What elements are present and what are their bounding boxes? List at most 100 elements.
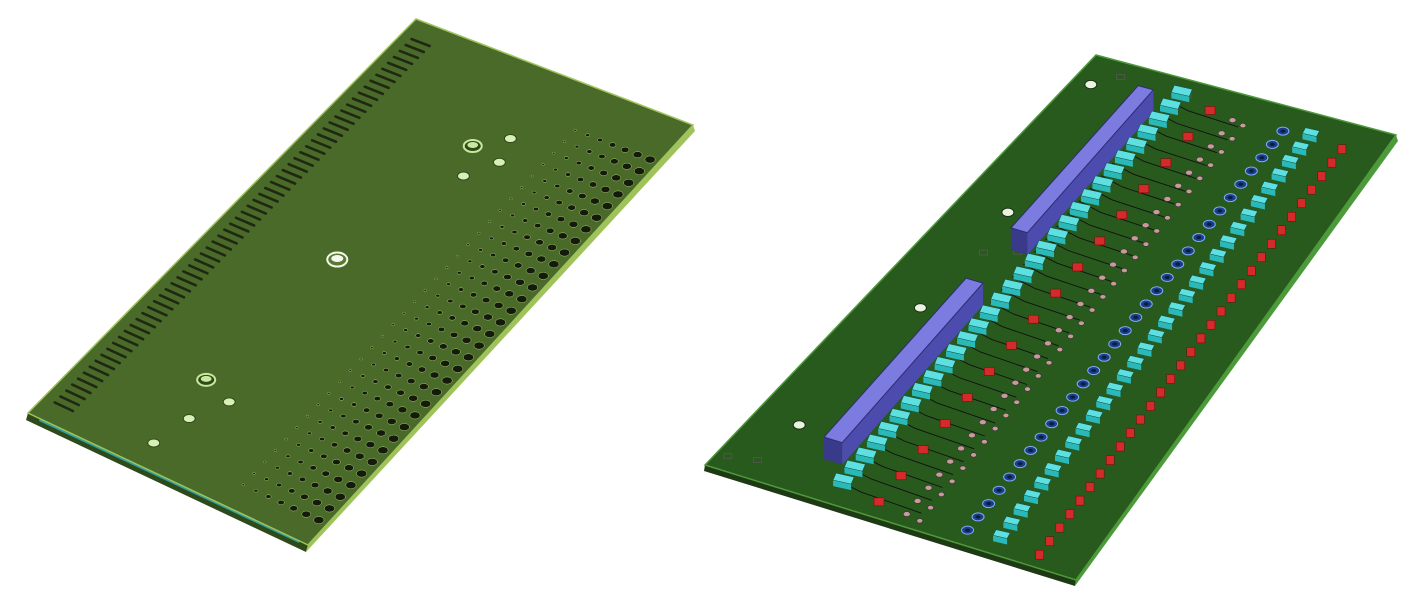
ceramic-capacitor-top (1291, 140, 1310, 151)
edge-slot (392, 55, 414, 66)
via-hole (544, 211, 552, 217)
via-hole (579, 209, 589, 217)
pad (1078, 320, 1085, 326)
ceramic-capacitor-top (1148, 110, 1171, 123)
silkscreen-mark (723, 453, 733, 460)
pad (1044, 340, 1052, 347)
resistor (1186, 347, 1196, 357)
via-hole (265, 494, 272, 499)
pad (1087, 288, 1096, 294)
resistor (1226, 293, 1236, 303)
pad (1228, 136, 1236, 142)
via-hole (470, 292, 478, 298)
pad (1174, 183, 1183, 189)
via-hole (366, 458, 378, 466)
pad (1098, 274, 1107, 281)
resistor (1247, 266, 1256, 276)
edge-slot (65, 389, 86, 401)
via-hole (481, 297, 491, 304)
via-hole (609, 142, 617, 148)
ceramic-capacitor-body (990, 299, 1009, 310)
via-hole (354, 452, 365, 460)
ceramic-capacitor-body (1281, 160, 1296, 170)
via-hole (445, 266, 449, 269)
ceramic-capacitor-body (900, 402, 919, 413)
edge-slot (182, 270, 203, 281)
edge-slot (369, 79, 390, 90)
via-hole (565, 172, 571, 177)
edge-slot (287, 162, 309, 173)
electrolytic-center (1175, 262, 1181, 266)
edge-slot (117, 335, 139, 347)
connector-side (1027, 89, 1154, 255)
via-hole (546, 227, 555, 234)
via-hole (462, 353, 474, 362)
ceramic-capacitor-body (889, 415, 908, 426)
via-hole (559, 248, 570, 257)
pad (1002, 412, 1010, 418)
pad (1131, 254, 1139, 260)
via-hole (435, 294, 441, 298)
edge-slot (199, 252, 221, 263)
pad (1011, 379, 1020, 386)
via-hole (415, 333, 422, 338)
tantalum-capacitor (1138, 184, 1150, 194)
via-hole (586, 149, 593, 154)
via-hole (296, 443, 301, 447)
via-hole (480, 280, 488, 286)
edge-slot (223, 228, 244, 239)
via-hole (322, 487, 333, 495)
pad (989, 406, 998, 412)
edge-slot (404, 43, 426, 54)
ceramic-capacitor-body (1220, 240, 1234, 250)
via-hole (524, 250, 534, 257)
ceramic-capacitor-top (1170, 85, 1193, 97)
silkscreen-mark (1116, 74, 1125, 80)
ceramic-capacitor-top (1069, 201, 1092, 213)
via-hole (451, 348, 461, 356)
edge-slot (381, 67, 402, 78)
via-hole (644, 155, 656, 164)
pad (1065, 314, 1074, 320)
ceramic-capacitor-body (1044, 468, 1059, 478)
via-hole (404, 344, 411, 350)
ceramic-capacitor-body (1065, 441, 1080, 451)
electrolytic-center (1164, 275, 1170, 280)
via-hole (466, 243, 470, 246)
via-hole (424, 305, 430, 309)
ceramic-capacitor-top (1114, 149, 1137, 162)
via-hole (416, 349, 424, 356)
via-hole (523, 234, 531, 240)
ceramic-capacitor-body (934, 363, 953, 374)
ceramic-capacitor-body (1126, 144, 1145, 154)
electrolytic-center (1280, 129, 1286, 133)
pads (902, 117, 1247, 524)
ceramic-capacitor-top (900, 395, 923, 407)
resistor (1055, 522, 1065, 533)
pad (1130, 235, 1139, 242)
silkscreen-mark (979, 249, 988, 256)
via-hole (542, 179, 548, 183)
electrolytic-capacitors (961, 126, 1290, 535)
edge-slot (363, 85, 385, 96)
via-hole (541, 163, 545, 166)
via-hole (363, 407, 371, 413)
resistor (1045, 536, 1055, 546)
via-hole (573, 129, 577, 132)
via-hole (277, 499, 285, 505)
via-hole (429, 371, 440, 379)
via-hole (408, 394, 418, 402)
electrolytic-center (1101, 355, 1107, 359)
via-hole (430, 388, 442, 396)
ceramic-capacitor-top (956, 330, 979, 343)
resistor (1105, 455, 1115, 465)
ceramic-capacitor-top (1003, 516, 1021, 526)
via-hole (441, 376, 453, 385)
mounting-hole-small (503, 134, 517, 144)
via-hole (320, 453, 328, 459)
pad (1022, 366, 1031, 373)
electrolytic-center (1227, 196, 1233, 200)
via-hole (567, 204, 576, 211)
trace (1056, 225, 1133, 257)
via-hole (473, 341, 485, 350)
